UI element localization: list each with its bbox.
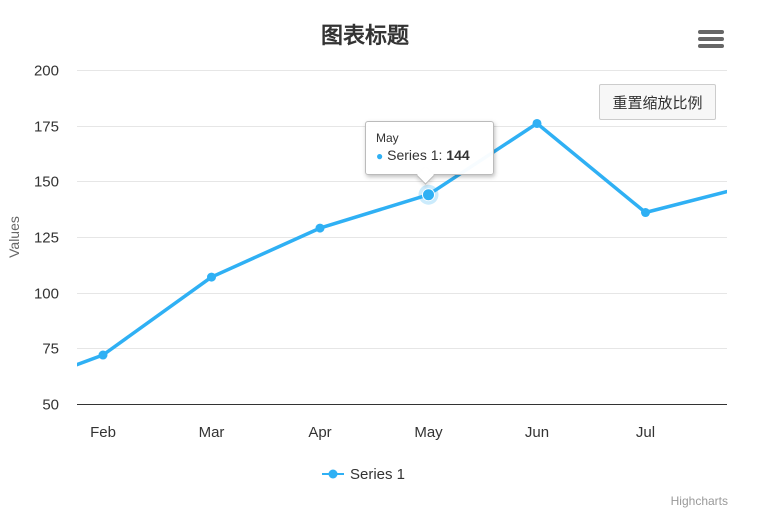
x-tick-label: Apr bbox=[308, 424, 331, 441]
hamburger-menu-icon[interactable] bbox=[698, 30, 724, 52]
data-point[interactable] bbox=[532, 118, 542, 128]
x-tick-label: May bbox=[414, 424, 443, 441]
data-point[interactable] bbox=[207, 272, 216, 282]
tooltip-series-dot-icon: ● bbox=[376, 149, 384, 163]
x-tick-label: Feb bbox=[90, 424, 116, 441]
y-tick-label: 150 bbox=[34, 174, 59, 191]
chart-title: 图表标题 bbox=[320, 23, 409, 48]
legend-label: Series 1 bbox=[350, 465, 406, 483]
x-tick-label: Jul bbox=[636, 424, 655, 441]
y-tick-label: 100 bbox=[34, 286, 59, 303]
y-axis: 50 75 100 125 150 175 200 bbox=[34, 63, 59, 414]
data-point[interactable] bbox=[98, 350, 108, 360]
tooltip: May ● Series 1: 144 bbox=[365, 121, 494, 175]
tooltip-value: 144 bbox=[446, 147, 470, 163]
series-line bbox=[77, 121, 727, 367]
x-tick-label: Jun bbox=[525, 424, 549, 441]
reset-zoom-button[interactable]: 重置缩放比例 bbox=[599, 84, 716, 120]
y-tick-label: 125 bbox=[34, 230, 59, 247]
y-tick-label: 50 bbox=[42, 397, 59, 414]
data-point[interactable] bbox=[315, 223, 325, 233]
data-point[interactable] bbox=[641, 208, 650, 218]
x-tick-label: Mar bbox=[199, 424, 225, 441]
y-tick-label: 175 bbox=[34, 119, 59, 136]
tooltip-row: ● Series 1: 144 bbox=[376, 147, 470, 163]
y-axis-title: Values bbox=[6, 216, 22, 258]
tooltip-series-name: Series 1 bbox=[387, 147, 439, 163]
legend-item-series-1[interactable]: Series 1 bbox=[322, 464, 405, 484]
legend-line-marker-icon bbox=[322, 469, 344, 479]
x-axis: Feb Mar Apr May Jun Jul bbox=[77, 404, 727, 441]
tooltip-category: May bbox=[376, 131, 399, 145]
y-tick-label: 75 bbox=[42, 341, 59, 358]
series-1[interactable] bbox=[0, 118, 754, 395]
credits-link[interactable]: Highcharts bbox=[670, 494, 728, 508]
y-tick-label: 200 bbox=[34, 63, 59, 80]
data-point[interactable] bbox=[422, 188, 435, 202]
